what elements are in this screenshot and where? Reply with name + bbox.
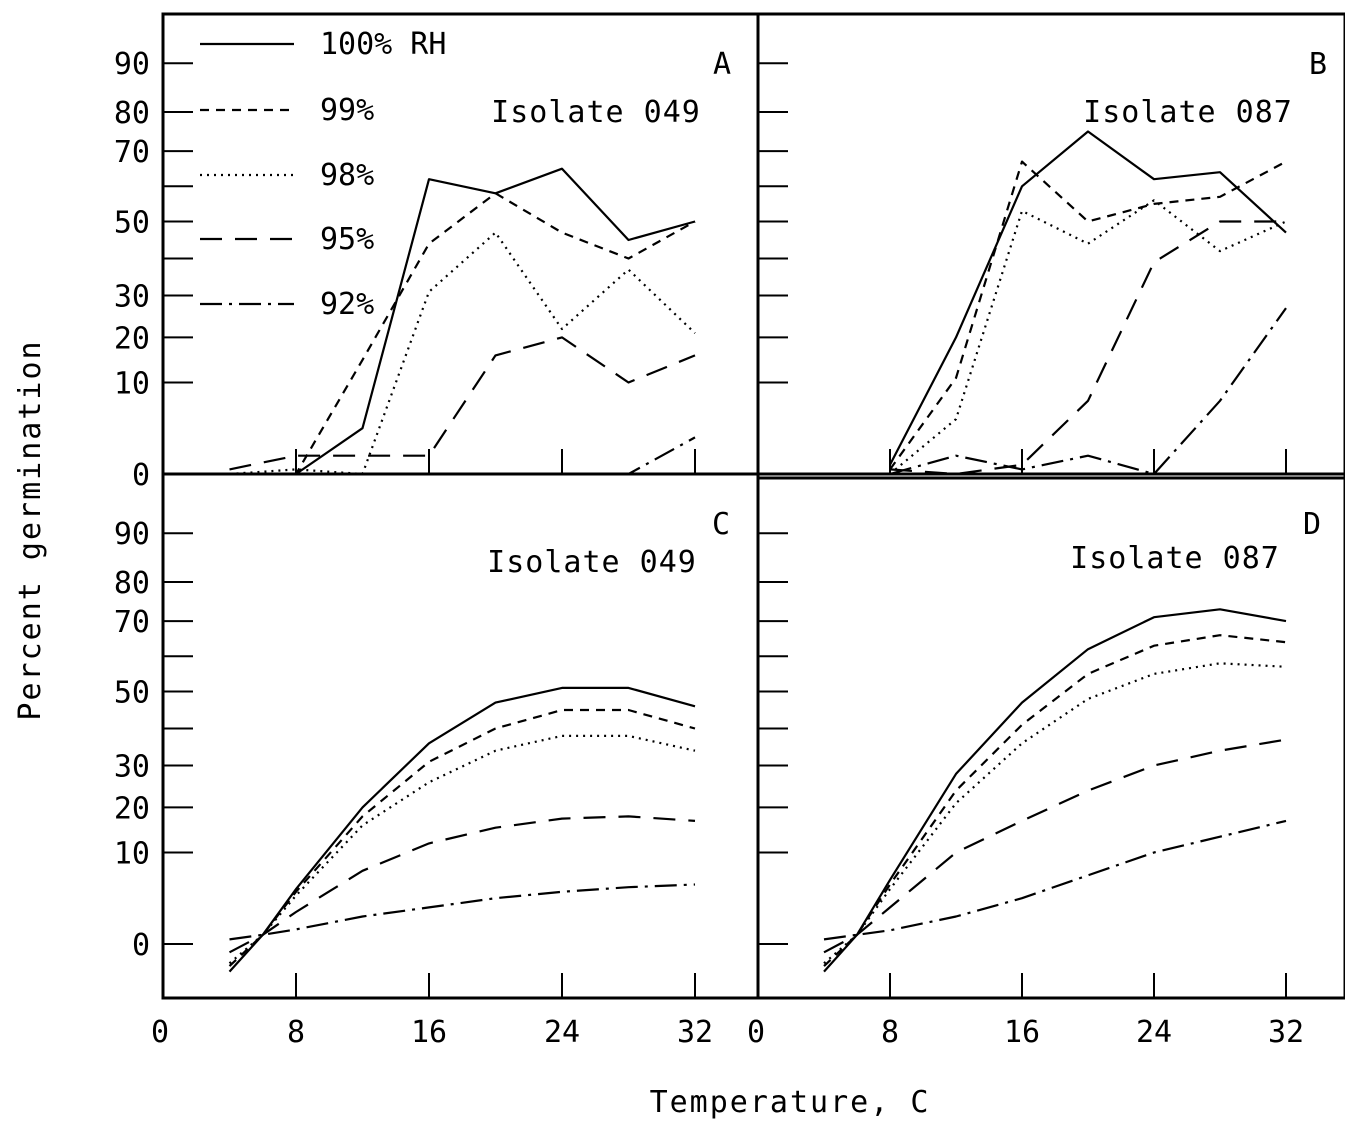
y-tick-label-bottom-10: 10: [114, 836, 150, 871]
series-line-b-92: [889, 307, 1287, 476]
y-tick-label-top-80: 80: [114, 96, 150, 131]
series-line-b-95: [889, 220, 1286, 476]
x-tick-label-right-0: 0: [747, 1015, 765, 1050]
panel-titles: A Isolate 049 B Isolate 087 C Isolate 04…: [487, 47, 1327, 580]
x-tick-label-right-8: 8: [881, 1015, 899, 1050]
y-tick-label-bottom-70: 70: [114, 605, 150, 640]
y-tick-label-top-90: 90: [114, 47, 150, 82]
x-tick-label-right-24: 24: [1136, 1015, 1172, 1050]
y-tick-label-top-30: 30: [114, 280, 150, 315]
y-tick-label-bottom-20: 20: [114, 791, 150, 826]
y-tick-label-top-50: 50: [114, 205, 150, 240]
x-tick-label-right-16: 16: [1004, 1015, 1040, 1050]
panel-a-letter: A: [713, 47, 731, 82]
y-tick-label-bottom-80: 80: [114, 566, 150, 601]
series-line-d-95: [823, 738, 1287, 954]
panel-b-letter: B: [1309, 47, 1327, 82]
legend-label-99: 99%: [320, 93, 374, 128]
series-line-a-100: [229, 167, 696, 476]
legend-label-98: 98%: [320, 158, 374, 193]
series-line-a-95: [229, 336, 696, 471]
y-tick-label-bottom-50: 50: [114, 675, 150, 710]
legend-label-100: 100% RH: [320, 27, 446, 62]
y-tick-label-top-20: 20: [114, 321, 150, 356]
y-tick-label-bottom-0: 0: [132, 928, 150, 963]
x-tick-label-right-32: 32: [1268, 1015, 1304, 1050]
y-tick-label-top-70: 70: [114, 135, 150, 170]
legend: 100% RH 99% 98% 95% 92%: [200, 27, 446, 322]
x-tick-label-left-0: 0: [151, 1015, 169, 1050]
x-tick-label-left-8: 8: [287, 1015, 305, 1050]
series-line-d-98: [823, 662, 1287, 965]
series-line-d-99: [823, 634, 1287, 967]
series-layer: [228, 130, 1287, 973]
y-tick-label-bottom-30: 30: [114, 750, 150, 785]
y-tick-label-bottom-90: 90: [114, 517, 150, 552]
x-tick-label-left-32: 32: [677, 1015, 713, 1050]
x-tick-label-left-16: 16: [411, 1015, 447, 1050]
y-tick-label-top-0: 0: [132, 458, 150, 493]
panel-d-title: Isolate 087: [1070, 541, 1280, 576]
legend-label-92: 92%: [320, 287, 374, 322]
panel-a-title: Isolate 049: [491, 95, 701, 130]
series-line-c-95: [228, 815, 696, 954]
series-line-a-98: [229, 231, 696, 476]
series-line-c-92: [229, 883, 696, 941]
series-line-b-98: [889, 199, 1287, 475]
legend-label-95: 95%: [320, 222, 374, 257]
series-line-d-92: [823, 819, 1287, 941]
y-axis-title: Percent germination: [13, 339, 48, 720]
panel-c-letter: C: [712, 507, 730, 542]
y-tick-label-top-10: 10: [114, 366, 150, 401]
x-tick-label-left-24: 24: [544, 1015, 580, 1050]
outer-frame: [161, 12, 1345, 1000]
axis-labels: Percent germination Temperature, C: [13, 339, 931, 1120]
series-line-b-99: [889, 160, 1287, 471]
panel-c-title: Isolate 049: [487, 545, 697, 580]
series-line-b-100: [889, 130, 1287, 466]
x-axis-title: Temperature, C: [650, 1085, 931, 1120]
axis-ticks: 0 10 20 30 50 70 80 90 0 10 20 30 50 70 80 90 0 8 16 24 32 0 8…: [114, 47, 1304, 1050]
panel-b-title: Isolate 087: [1083, 95, 1293, 130]
panel-d-letter: D: [1303, 507, 1321, 542]
